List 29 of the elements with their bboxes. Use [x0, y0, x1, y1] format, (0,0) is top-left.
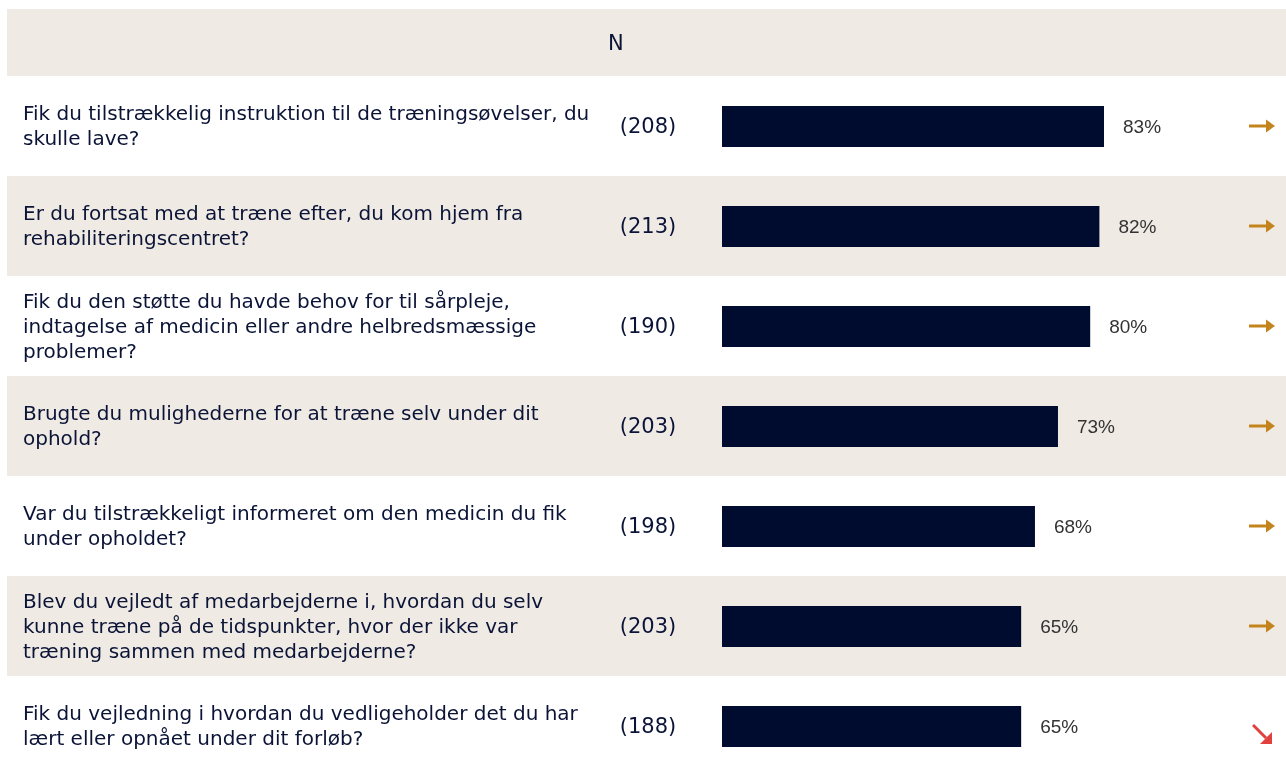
text: N [608, 29, 624, 57]
y-tick-label: Er du fortsat med at træne efter, du kom hjem fra rehabiliteringscentret? [23, 201, 525, 251]
data-label: 65% [1040, 616, 1079, 638]
bar [722, 306, 1091, 347]
data-label: 73% [1076, 416, 1116, 438]
y-tick-label: Blev du vejledt af medarbejderne i, hvordan du selv kunne træne på de tidspunkter, hvor der ikke var træning sammen med medarbejderne? [23, 588, 545, 664]
data-label: 68% [1053, 516, 1093, 538]
text: (213) [618, 213, 678, 240]
bar [722, 606, 1022, 647]
bar [722, 206, 1100, 247]
y-tick-label: Brugte du mulighederne for at træne selv under dit ophold? [23, 401, 540, 451]
bar [722, 406, 1058, 447]
y-tick-label: Fik du vejledning i hvordan du vedligeholder det du har lært eller opnået under dit forløb? [23, 701, 579, 751]
text: (188) [618, 713, 678, 740]
data-label: 83% [1123, 116, 1162, 138]
text: (203) [618, 613, 678, 640]
data-label: 82% [1118, 216, 1157, 238]
data-label: 65% [1040, 716, 1079, 738]
y-tick-label: Var du tilstrækkeligt informeret om den medicin du fik under opholdet? [23, 501, 568, 551]
text: (208) [618, 113, 678, 140]
data-label: 80% [1109, 316, 1148, 338]
bar [722, 106, 1104, 147]
bar [722, 506, 1035, 547]
y-tick-label: Fik du tilstrækkelig instruktion til de træningsøvelser, du skulle lave? [23, 101, 591, 151]
text: (198) [618, 513, 678, 540]
text: (190) [618, 313, 678, 340]
y-tick-label: Fik du den støtte du havde behov for til sårpleje, indtagelse af medicin eller andre helbredsmæssige problemer? [23, 288, 538, 364]
text: (203) [618, 413, 678, 440]
bar [722, 706, 1022, 747]
